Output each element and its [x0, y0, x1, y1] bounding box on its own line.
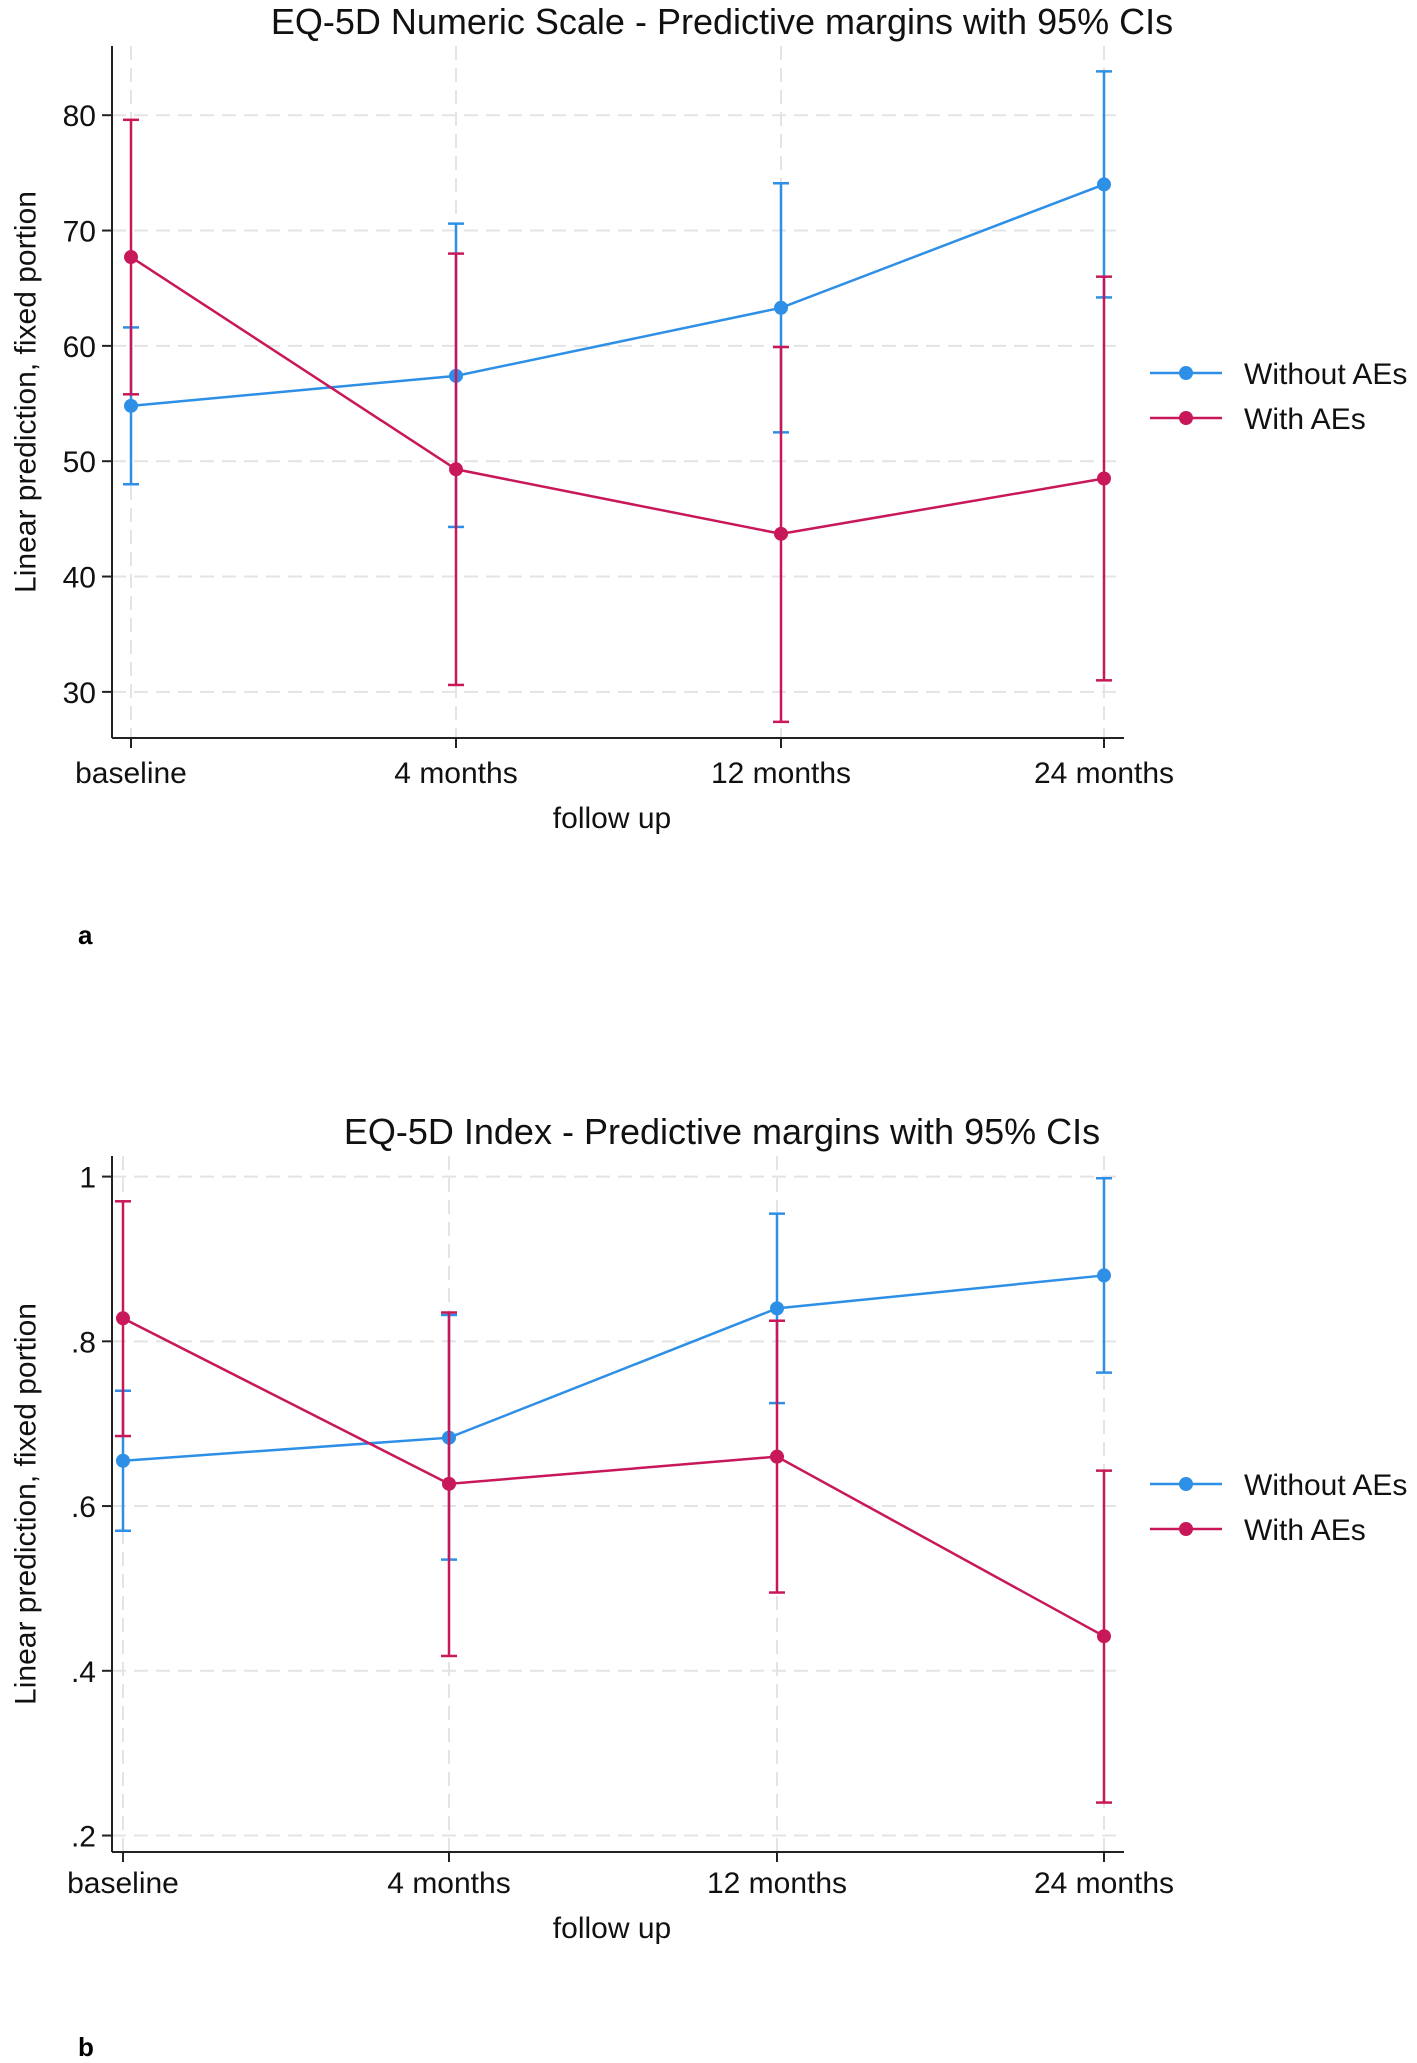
series-line: [130, 183, 1105, 408]
x-axis-label: follow up: [553, 1912, 671, 1945]
y-tick-label: 1: [79, 1162, 96, 1195]
series-without-aes: [115, 1176, 1112, 1561]
series-line: [122, 1274, 1105, 1463]
legend-marker: [1179, 366, 1193, 380]
y-tick-label: 80: [63, 100, 96, 133]
x-tick-label: 4 months: [394, 757, 517, 790]
legend-entry: With AEs: [1150, 1514, 1366, 1547]
data-point: [124, 250, 138, 265]
y-axis-label: Linear prediction, fixed portion: [10, 191, 43, 593]
x-tick-label: 12 months: [707, 1867, 847, 1900]
data-point: [449, 462, 463, 477]
legend-entry: Without AEs: [1150, 358, 1407, 391]
legend-label: Without AEs: [1244, 1469, 1407, 1502]
x-tick-label: baseline: [67, 1867, 179, 1900]
legend-entry: Without AEs: [1150, 1469, 1407, 1502]
x-tick-label: 24 months: [1034, 757, 1174, 790]
data-point: [124, 398, 138, 413]
y-tick-label: 30: [63, 677, 96, 710]
y-tick-label: .6: [71, 1491, 96, 1524]
data-point: [770, 1301, 784, 1316]
chart-panel-a: 30 40 50 60 70 80 baseline 4 months 12 months 24 …: [10, 1, 1408, 835]
series-line: [130, 256, 1105, 536]
x-tick-label: baseline: [75, 757, 187, 790]
y-tick-label: 60: [63, 331, 96, 364]
legend-label: Without AEs: [1244, 358, 1407, 391]
data-point: [116, 1453, 130, 1468]
data-point: [116, 1311, 130, 1326]
y-tick-label: 70: [63, 216, 96, 249]
y-tick-label: .2: [71, 1821, 96, 1854]
data-point: [1097, 177, 1111, 192]
legend-label: With AEs: [1244, 1514, 1366, 1547]
data-point: [442, 1476, 456, 1491]
legend-marker: [1179, 1522, 1193, 1536]
y-tick-label: 40: [63, 562, 96, 595]
legend-entry: With AEs: [1150, 403, 1366, 436]
chart-title: EQ-5D Index - Predictive margins with 95…: [344, 1111, 1100, 1152]
data-point: [770, 1449, 784, 1464]
series-with-aes: [123, 118, 1112, 724]
y-tick-label: .8: [71, 1326, 96, 1359]
data-point: [1097, 1629, 1111, 1644]
legend-marker: [1179, 411, 1193, 425]
data-point: [1097, 1268, 1111, 1283]
y-axis-label: Linear prediction, fixed portion: [10, 1303, 43, 1705]
y-tick-label: .4: [71, 1656, 96, 1689]
series-with-aes: [115, 1200, 1112, 1804]
x-axis-label: follow up: [553, 802, 671, 835]
legend-marker: [1179, 1477, 1193, 1491]
chart-title: EQ-5D Numeric Scale - Predictive margins…: [271, 1, 1173, 42]
y-tick-label: 50: [63, 446, 96, 479]
panel-label-b: b: [78, 2032, 94, 2062]
series-line: [122, 1317, 1105, 1638]
chart-panel-b: .2 .4 .6 .8 1 baseline 4 months 12 months 24 mon…: [10, 1111, 1408, 1945]
data-point: [774, 300, 788, 315]
legend-label: With AEs: [1244, 403, 1366, 436]
x-tick-label: 4 months: [387, 1867, 510, 1900]
x-tick-label: 24 months: [1034, 1867, 1174, 1900]
x-tick-label: 12 months: [711, 757, 851, 790]
data-point: [774, 526, 788, 541]
series-without-aes: [123, 70, 1112, 529]
data-point: [1097, 471, 1111, 486]
panel-label-a: a: [78, 920, 93, 950]
